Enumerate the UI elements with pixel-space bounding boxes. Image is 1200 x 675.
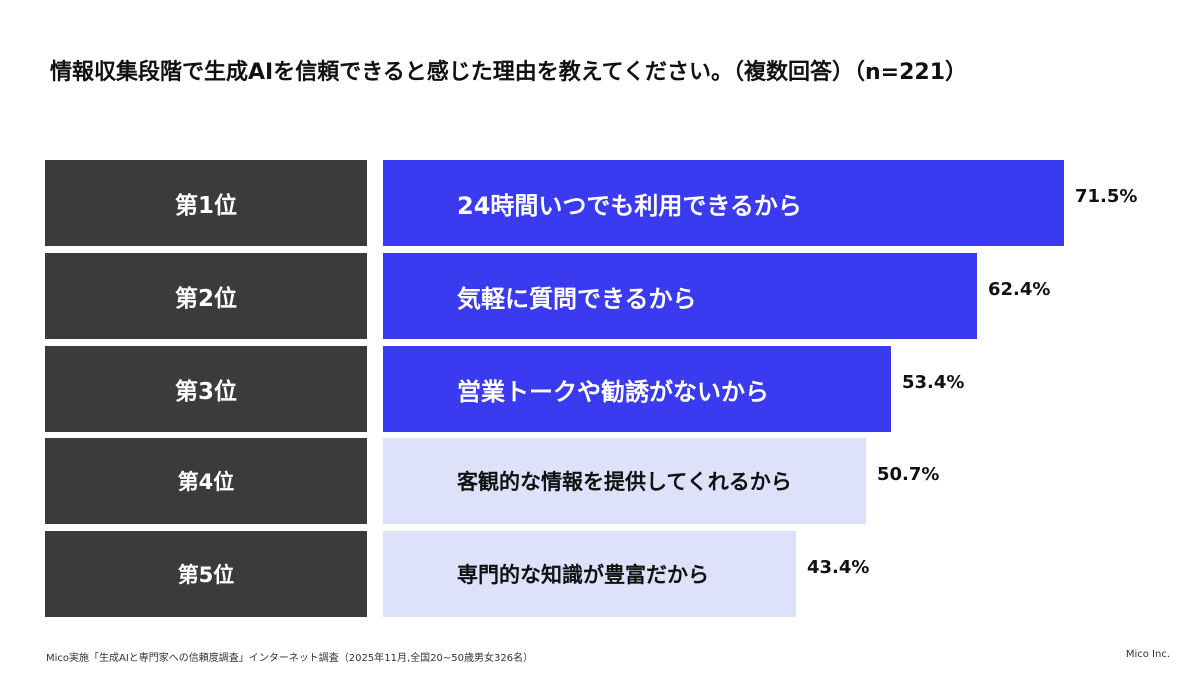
bar-category-label: 専門的な知識が豊富だから [457, 563, 709, 587]
rank-label: 第4位 [45, 438, 367, 524]
company-name: Mico Inc. [1125, 649, 1170, 660]
bar-category-label: 客観的な情報を提供してくれるから [457, 470, 792, 494]
rank-label: 第5位 [45, 531, 367, 617]
bar-value-label: 43.4% [807, 556, 870, 578]
bar-value-label: 50.7% [877, 463, 940, 485]
source-note: Mico実施「生成AIと専門家への信頼度調査」インターネット調査（2025年11… [46, 653, 534, 664]
bar-value-label: 53.4% [902, 371, 965, 393]
bar-row: 第4位 客観的な情報を提供してくれるから 50.7% [0, 438, 1200, 524]
bar [383, 438, 866, 524]
rank-label: 第1位 [45, 160, 367, 246]
rank-label: 第3位 [45, 346, 367, 432]
bar-row: 第5位 専門的な知識が豊富だから 43.4% [0, 531, 1200, 617]
bar-category-label: 24時間いつでも利用できるから [457, 191, 802, 220]
chart-title: 情報収集段階で生成AIを信頼できると感じた理由を教えてください。（複数回答）（n… [50, 60, 968, 85]
rank-label: 第2位 [45, 253, 367, 339]
bar [383, 160, 1064, 246]
bar [383, 531, 796, 617]
bar-category-label: 気軽に質問できるから [457, 284, 697, 313]
bar-value-label: 62.4% [988, 278, 1051, 300]
bar [383, 346, 891, 432]
bar-row: 第1位 24時間いつでも利用できるから 71.5% [0, 160, 1200, 246]
bar-value-label: 71.5% [1075, 185, 1138, 207]
bar-row: 第3位 営業トークや勧誘がないから 53.4% [0, 346, 1200, 432]
bar [383, 253, 977, 339]
bar-row: 第2位 気軽に質問できるから 62.4% [0, 253, 1200, 339]
bar-category-label: 営業トークや勧誘がないから [457, 377, 769, 406]
